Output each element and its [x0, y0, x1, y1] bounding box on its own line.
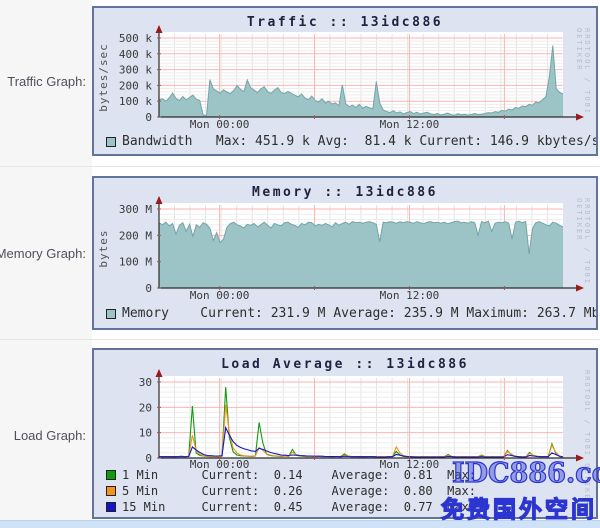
site-watermark-idc886: IDC886.com	[451, 457, 600, 489]
memory-chart-title: Memory :: 13idc886	[252, 185, 438, 200]
svg-text:Mon 12:00: Mon 12:00	[380, 458, 440, 471]
svg-text:Mon 00:00: Mon 00:00	[190, 289, 250, 302]
load-5min-legend-swatch	[106, 486, 116, 496]
site-watermark-chinese: 免费国外空间	[440, 496, 597, 523]
rrdtool-watermark: RRDTOOL / TOBI OETIKER	[575, 198, 591, 286]
load-1min-legend-swatch	[106, 470, 116, 480]
memory-graph-row-label: Memory Graph:	[0, 246, 86, 261]
load-5min-legend-text: 5 Min Current: 0.26 Average: 0.80 Max:	[122, 484, 484, 498]
load-chart-plot[interactable]: 0 10 20 30 Mon 00:00 Mon 12:00	[94, 350, 596, 517]
load-graph-row-label: Load Graph:	[13, 428, 86, 443]
svg-text:10: 10	[139, 427, 152, 440]
row-divider	[0, 166, 600, 167]
svg-text:30: 30	[139, 376, 152, 389]
memory-legend: Memory Current: 231.9 M Average: 235.9 M…	[106, 306, 598, 321]
svg-text:Mon 00:00: Mon 00:00	[190, 118, 250, 131]
svg-text:bytes/sec: bytes/sec	[97, 43, 110, 112]
svg-text:20: 20	[139, 401, 152, 414]
load-chart-title: Load Average :: 13idc886	[221, 357, 469, 372]
memory-chart-plot[interactable]: 0 100 M 200 M 300 M Mon 00:00 Mon 12:00 bytes	[94, 178, 596, 328]
svg-text:400 k: 400 k	[119, 48, 152, 61]
rrdtool-watermark: RRDTOOL / TOBI OETIKER	[583, 370, 591, 507]
svg-text:Mon 12:00: Mon 12:00	[380, 289, 440, 302]
svg-text:0: 0	[145, 282, 152, 295]
memory-legend-swatch	[106, 308, 116, 319]
load-15min-legend-text: 15 Min Current: 0.45 Average: 0.77 Max:	[122, 500, 484, 514]
load-legend-15min: 15 Min Current: 0.45 Average: 0.77 Max:	[106, 500, 483, 514]
load-legend-1min: 1 Min Current: 0.14 Average: 0.81 Max:	[106, 468, 483, 482]
load-1min-legend-text: 1 Min Current: 0.14 Average: 0.81 Max:	[122, 468, 484, 482]
svg-text:Mon 12:00: Mon 12:00	[380, 118, 440, 131]
svg-text:200 M: 200 M	[119, 229, 152, 242]
bandwidth-legend-text: Bandwidth Max: 451.9 k Avg: 81.4 k Curre…	[122, 134, 598, 149]
bandwidth-legend-swatch	[106, 136, 116, 147]
traffic-graph-row-label: Traffic Graph:	[7, 74, 86, 89]
rrdtool-watermark: RRDTOOL / TOBI OETIKER	[575, 28, 591, 116]
row-divider	[0, 339, 600, 340]
svg-text:100 k: 100 k	[119, 95, 152, 108]
svg-text:300 k: 300 k	[119, 64, 152, 77]
svg-text:0: 0	[145, 452, 152, 465]
svg-text:300 M: 300 M	[119, 203, 152, 216]
traffic-graph-panel[interactable]: Traffic :: 13idc886 0 100 k 200 k 300 k 400 …	[92, 6, 598, 156]
svg-text:100 M: 100 M	[119, 256, 152, 269]
svg-text:0: 0	[145, 111, 152, 124]
svg-text:bytes: bytes	[97, 229, 110, 267]
svg-text:200 k: 200 k	[119, 79, 152, 92]
load-15min-legend-swatch	[106, 502, 116, 512]
traffic-legend: Bandwidth Max: 451.9 k Avg: 81.4 k Curre…	[106, 134, 598, 149]
load-legend-5min: 5 Min Current: 0.26 Average: 0.80 Max:	[106, 484, 483, 498]
traffic-chart-title: Traffic :: 13idc886	[246, 15, 444, 30]
memory-legend-text: Memory Current: 231.9 M Average: 235.9 M…	[122, 306, 598, 321]
bottom-blue-band	[0, 520, 600, 528]
traffic-chart-plot[interactable]: 0 100 k 200 k 300 k 400 k 500 k Mon 00:00 Mon 1…	[94, 8, 596, 154]
row-label-column	[0, 0, 92, 520]
svg-text:Mon 00:00: Mon 00:00	[190, 458, 250, 471]
svg-text:500 k: 500 k	[119, 32, 152, 45]
